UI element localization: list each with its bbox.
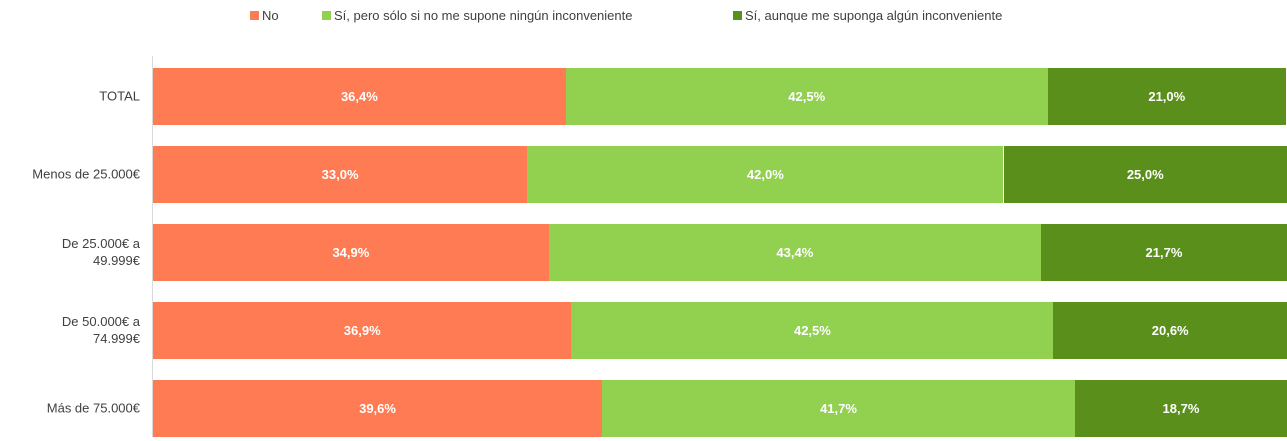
data-label: 43,4% xyxy=(776,244,814,260)
legend-label: Sí, aunque me suponga algún inconvenient… xyxy=(745,8,1003,23)
bar-segment: 42,0% xyxy=(527,145,1004,203)
y-tick-label: Más de 75.000€ xyxy=(46,400,140,416)
bar-segment: 36,9% xyxy=(153,301,572,359)
data-label: 34,9% xyxy=(332,244,370,260)
data-label: 42,0% xyxy=(746,166,784,182)
axis-line xyxy=(152,56,153,437)
y-tick-label: De 25.000€ a 49.999€ xyxy=(61,236,140,268)
legend-label: No xyxy=(262,8,279,23)
data-label: 42,5% xyxy=(788,88,826,104)
data-label: 21,7% xyxy=(1145,244,1183,260)
bar-segment: 25,0% xyxy=(1003,145,1287,203)
bar-segment: 39,6% xyxy=(153,379,603,437)
data-label: 21,0% xyxy=(1148,88,1186,104)
legend-item: Sí, aunque me suponga algún inconvenient… xyxy=(733,8,1002,23)
bar-segment: 43,4% xyxy=(548,223,1041,281)
bar-segment: 33,0% xyxy=(153,145,528,203)
bar-segment: 41,7% xyxy=(602,379,1075,437)
legend-swatch xyxy=(250,11,259,20)
bar-segment: 42,5% xyxy=(571,301,1054,359)
bar-segment: 34,9% xyxy=(153,223,549,281)
legend-item: Sí, pero sólo si no me supone ningún inc… xyxy=(322,8,632,23)
bar-segment: 36,4% xyxy=(153,67,566,125)
y-tick-label: De 50.000€ a 74.999€ xyxy=(61,314,140,346)
y-tick-label: Menos de 25.000€ xyxy=(32,166,140,182)
legend-swatch xyxy=(322,11,331,20)
bar-segment: 20,6% xyxy=(1053,301,1287,359)
data-label: 36,9% xyxy=(343,322,381,338)
data-label: 25,0% xyxy=(1126,166,1164,182)
data-label: 41,7% xyxy=(820,400,857,416)
data-label: 20,6% xyxy=(1151,322,1189,338)
legend-item: No xyxy=(250,8,279,23)
bar-segment: 42,5% xyxy=(565,67,1048,125)
bar-segment: 21,7% xyxy=(1040,223,1287,281)
bar-segment: 18,7% xyxy=(1074,379,1287,437)
y-tick-label: TOTAL xyxy=(99,88,140,104)
data-label: 18,7% xyxy=(1162,400,1200,416)
data-label: 36,4% xyxy=(340,88,378,104)
data-label: 33,0% xyxy=(321,166,359,182)
bar-segment: 21,0% xyxy=(1047,67,1286,125)
data-label: 39,6% xyxy=(359,400,396,416)
legend-label: Sí, pero sólo si no me supone ningún inc… xyxy=(334,8,633,23)
data-label: 42,5% xyxy=(793,322,831,338)
legend-swatch xyxy=(733,11,742,20)
